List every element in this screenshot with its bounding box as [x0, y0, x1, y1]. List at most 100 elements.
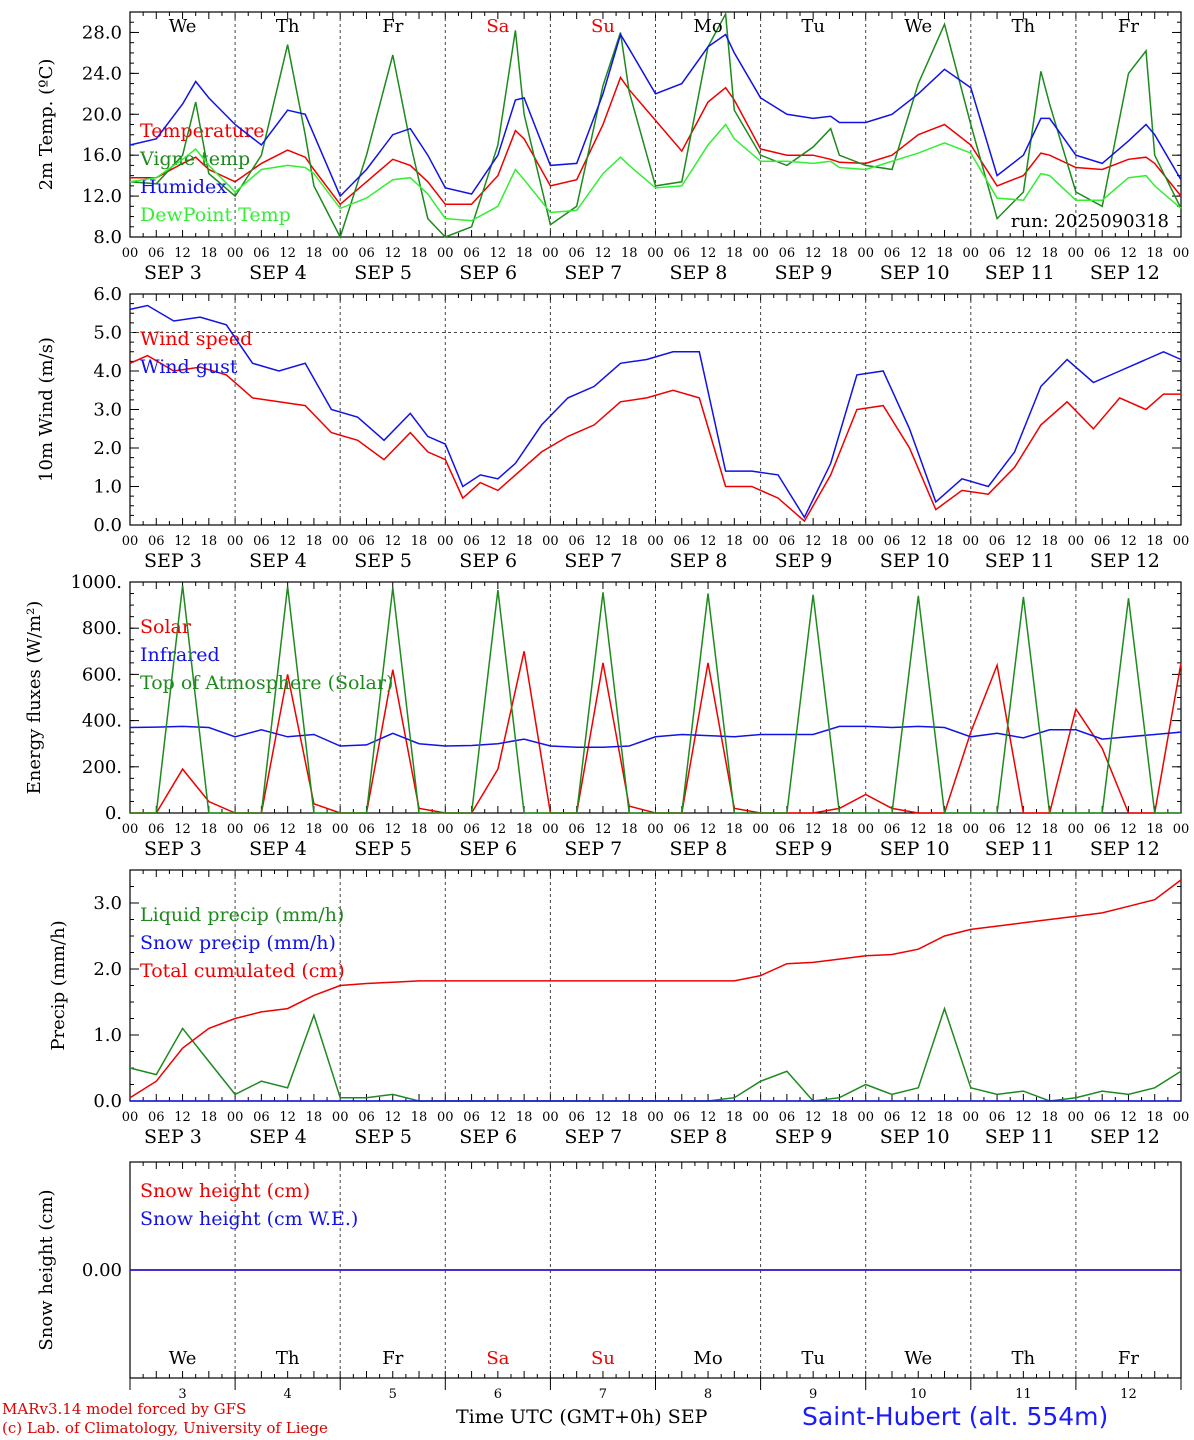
hour-label: 18	[201, 246, 218, 261]
weekday-label: Tu	[801, 1348, 825, 1369]
hour-label: 00	[752, 534, 769, 549]
weekday-label: Tu	[801, 16, 825, 37]
date-label: SEP 11	[985, 550, 1055, 572]
ytick-label: 2.0	[93, 438, 122, 459]
legend-entry: Total cumulated (cm)	[140, 960, 345, 982]
hour-label: 12	[700, 534, 717, 549]
date-label: SEP 4	[249, 838, 307, 860]
hour-label: 06	[989, 534, 1006, 549]
time-axis-label: Time UTC (GMT+0h) SEP	[456, 1406, 707, 1428]
date-label: SEP 6	[459, 1126, 517, 1148]
hour-label: 06	[568, 534, 585, 549]
hour-label: 00	[122, 246, 139, 261]
weekday-label: We	[904, 1348, 932, 1369]
ytick-label: 3.0	[93, 893, 122, 914]
weekday-label: Mo	[693, 1348, 722, 1369]
hour-label: 18	[621, 822, 638, 837]
hour-label: 00	[1068, 534, 1085, 549]
hour-label: 00	[122, 1110, 139, 1125]
hour-label: 00	[437, 534, 454, 549]
legend-entry: Solar	[140, 616, 192, 638]
date-label: SEP 11	[985, 262, 1055, 284]
date-label: SEP 10	[880, 838, 950, 860]
hour-label: 12	[805, 534, 822, 549]
series-line-1	[130, 75, 1182, 206]
hour-label: 00	[542, 246, 559, 261]
date-label: SEP 5	[354, 262, 412, 284]
hour-label: 18	[306, 822, 323, 837]
hour-label: 12	[910, 1110, 927, 1125]
panel-5: 0.00 Snow height (cm) Snow height (cm) Snow…	[36, 1161, 1182, 1402]
hour-label: 06	[1094, 1110, 1111, 1125]
hour-label: 00	[227, 1110, 244, 1125]
ytick-label: 0.	[105, 803, 122, 824]
weekday-label: Fr	[1118, 16, 1139, 37]
hour-label: 18	[726, 534, 743, 549]
hour-label: 18	[201, 822, 218, 837]
legend-entry: Wind speed	[140, 328, 252, 350]
series-line-3	[130, 585, 1181, 814]
footer-credits: MARv3.14 model forced by GFS (c) Lab. of…	[2, 1400, 328, 1438]
date-label: SEP 9	[775, 838, 833, 860]
hour-label: 12	[595, 534, 612, 549]
hour-label: 06	[779, 822, 796, 837]
date-label: SEP 4	[249, 550, 307, 572]
date-label: SEP 6	[459, 550, 517, 572]
hour-label: 00	[647, 534, 664, 549]
yaxis-label: Energy fluxes (W/m²)	[24, 601, 45, 795]
hour-label: 00	[1068, 1110, 1085, 1125]
hour-label: 00	[542, 822, 559, 837]
date-label: SEP 10	[880, 262, 950, 284]
legend-entry: Top of Atmosphere (Solar)	[140, 672, 393, 694]
hour-label: 00	[227, 246, 244, 261]
hour-label: 12	[595, 1110, 612, 1125]
ytick-label: 4.0	[93, 361, 122, 382]
day-number: 8	[704, 1387, 712, 1402]
yaxis-label: 10m Wind (m/s)	[36, 337, 57, 482]
hour-label: 06	[253, 1110, 270, 1125]
hour-label: 00	[963, 822, 980, 837]
hour-label: 06	[884, 1110, 901, 1125]
day-number: 3	[178, 1387, 186, 1402]
date-label: SEP 5	[354, 1126, 412, 1148]
hour-label: 18	[831, 822, 848, 837]
day-number: 12	[1120, 1387, 1137, 1402]
hour-label: 18	[1041, 1110, 1058, 1125]
hour-label: 18	[831, 534, 848, 549]
hour-label: 00	[752, 246, 769, 261]
date-label: SEP 7	[564, 838, 622, 860]
panel-4: 0.0 1.0 2.0 3.0 Precip (mm/h) Liquid precip (…	[48, 869, 1189, 1148]
model-credit: MARv3.14 model forced by GFS	[2, 1400, 247, 1418]
hour-label: 00	[857, 246, 874, 261]
date-label: SEP 12	[1090, 1126, 1160, 1148]
hour-label: 06	[1094, 246, 1111, 261]
hour-label: 12	[595, 822, 612, 837]
run-annotation: run: 2025090318	[1011, 211, 1169, 232]
hour-label: 12	[490, 534, 507, 549]
hour-label: 18	[621, 534, 638, 549]
weekday-label: Sa	[486, 1348, 509, 1369]
ytick-label: 1.0	[93, 1025, 122, 1046]
date-label: SEP 9	[775, 550, 833, 572]
day-number: 9	[809, 1387, 817, 1402]
hour-label: 06	[568, 246, 585, 261]
hour-label: 06	[253, 534, 270, 549]
ytick-label: 24.0	[82, 63, 122, 84]
date-label: SEP 6	[459, 262, 517, 284]
series-line-3	[129, 879, 1182, 1099]
hour-label: 18	[306, 534, 323, 549]
hour-label: 12	[1015, 534, 1032, 549]
hour-label: 00	[542, 534, 559, 549]
yaxis-label: 2m Temp. (ºC)	[36, 59, 57, 191]
hour-label: 00	[1068, 246, 1085, 261]
hour-label: 06	[148, 1110, 165, 1125]
hour-label: 18	[1146, 246, 1163, 261]
hour-label: 00	[752, 1110, 769, 1125]
date-label: SEP 8	[670, 550, 728, 572]
hour-label: 18	[1146, 822, 1163, 837]
weekday-label: We	[904, 16, 932, 37]
legend-entry: Snow precip (mm/h)	[140, 932, 336, 954]
weekday-label: Sa	[486, 16, 509, 37]
hour-label: 12	[279, 246, 296, 261]
hour-label: 12	[279, 534, 296, 549]
